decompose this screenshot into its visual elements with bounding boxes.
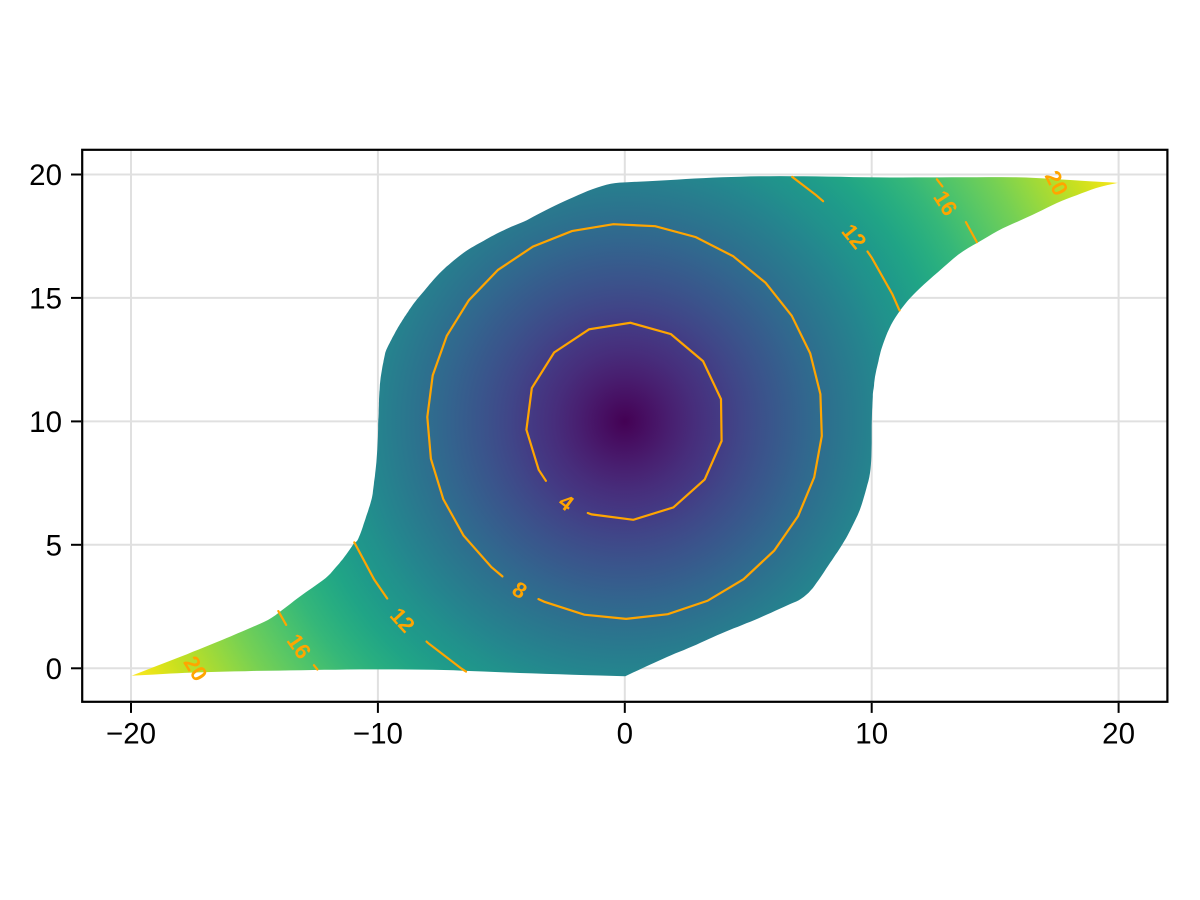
svg-text:10: 10 <box>855 718 888 751</box>
svg-text:20: 20 <box>1102 718 1135 751</box>
svg-text:15: 15 <box>29 282 62 315</box>
svg-text:−10: −10 <box>353 718 403 751</box>
svg-text:10: 10 <box>29 406 62 439</box>
svg-text:−20: −20 <box>106 718 156 751</box>
svg-text:0: 0 <box>617 718 633 751</box>
svg-text:20: 20 <box>29 159 62 192</box>
svg-text:0: 0 <box>46 653 62 686</box>
svg-text:5: 5 <box>46 529 62 562</box>
